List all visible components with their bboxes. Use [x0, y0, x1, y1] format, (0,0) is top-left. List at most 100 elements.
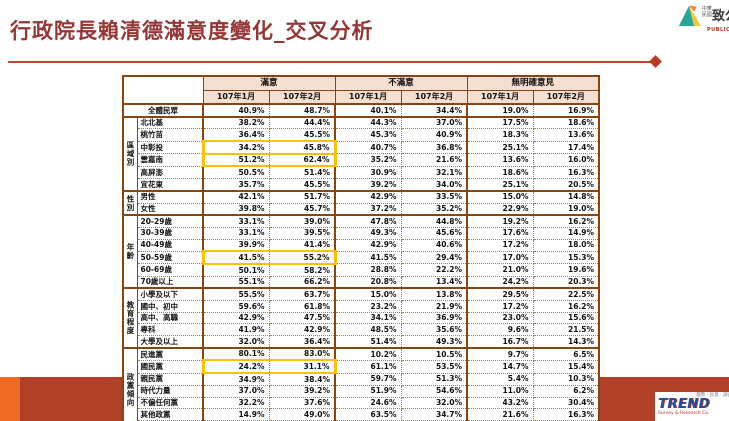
- table-row: 高屏澎 50.5% 51.4% 30.9% 32.1% 18.6% 16.3%: [123, 165, 600, 180]
- value-cell: 16.2%: [532, 214, 600, 228]
- org-logo-main-text: 致公: [711, 9, 729, 24]
- value-cell: 39.8%: [202, 202, 270, 216]
- table-row: 30-39歲 33.1% 39.5% 49.3% 45.6% 17.6% 14.9%: [123, 226, 600, 240]
- value-cell: 49.0%: [268, 408, 336, 421]
- value-cell: 44.4%: [268, 115, 336, 130]
- org-logo: 中華民國 致公 PUBLIC GOOD: [678, 2, 729, 36]
- crosstab: 滿意 不滿意 無明確意見 107年1月 107年2月 107年1月 107年2月 107年1月…: [122, 75, 601, 421]
- value-cell: 5.4%: [466, 372, 534, 386]
- value-cell: 48.7%: [268, 103, 336, 118]
- value-cell: 59.7%: [334, 372, 402, 386]
- overall-row: 全體民眾 40.9% 48.7% 40.1% 34.4% 19.0% 16.9%: [122, 103, 600, 118]
- value-cell: 40.7%: [334, 140, 402, 155]
- table-row: 年齡 20-29歲 33.1% 39.0% 47.8% 44.8% 19.2% 16.2%: [122, 214, 600, 289]
- value-cell: 23.2%: [334, 300, 402, 313]
- value-cell: 63.5%: [334, 408, 402, 421]
- value-cell: 25.1%: [466, 140, 534, 155]
- value-cell: 10.5%: [400, 346, 468, 361]
- value-cell: 54.6%: [400, 384, 468, 398]
- value-cell: 39.5%: [268, 226, 336, 240]
- row-label: 國民黨: [136, 359, 204, 374]
- month-header: 107年1月: [466, 90, 534, 105]
- value-cell: 40.1%: [334, 103, 402, 118]
- value-cell: 53.5%: [400, 359, 468, 374]
- value-cell: 48.5%: [334, 323, 402, 337]
- value-cell: 19.0%: [466, 103, 534, 118]
- bottom-orange-accent: [0, 377, 20, 421]
- value-cell: 14.7%: [466, 359, 534, 374]
- value-cell: 45.3%: [334, 128, 402, 142]
- value-cell: 21.6%: [466, 408, 534, 421]
- value-cell: 51.9%: [334, 384, 402, 398]
- value-cell: 55.1%: [202, 275, 270, 289]
- value-cell: 49.3%: [400, 335, 468, 349]
- value-cell: 34.2%: [201, 140, 270, 155]
- header-row: 滿意 不滿意 無明確意見: [122, 75, 600, 105]
- value-cell: 22.5%: [532, 287, 600, 302]
- value-cell: 83.0%: [268, 346, 336, 361]
- title-diamond-icon: [649, 55, 662, 68]
- value-cell: 34.4%: [400, 103, 468, 118]
- value-cell: 41.9%: [202, 323, 270, 337]
- value-cell: 11.0%: [466, 384, 534, 398]
- value-cell: 15.6%: [532, 311, 600, 325]
- row-label: 高中、高職: [136, 311, 204, 325]
- value-cell: 23.0%: [466, 311, 534, 325]
- row-label: 小學及以下: [136, 287, 204, 302]
- value-cell: 36.4%: [202, 128, 270, 142]
- value-cell: 21.9%: [400, 300, 468, 313]
- value-cell: 44.8%: [400, 214, 468, 228]
- row-label: 宜花東: [136, 178, 204, 192]
- value-cell: 61.1%: [334, 359, 402, 374]
- table-row: 親民黨 34.9% 38.4% 59.7% 51.3% 5.4% 10.3%: [123, 372, 600, 386]
- value-cell: 35.7%: [202, 178, 270, 192]
- table-row: 國中、初中 59.6% 61.8% 23.2% 21.9% 17.2% 16.2%: [123, 300, 600, 313]
- value-cell: 17.0%: [466, 250, 534, 265]
- value-cell: 42.9%: [202, 311, 270, 325]
- trend-logo-caption: Survey & Research Co.: [658, 411, 710, 416]
- value-cell: 18.6%: [466, 165, 534, 180]
- row-label: 高屏澎: [136, 165, 204, 180]
- value-cell: 58.2%: [268, 263, 336, 277]
- value-cell: 16.9%: [532, 103, 600, 118]
- value-cell: 45.7%: [268, 202, 336, 216]
- value-cell: 37.2%: [334, 202, 402, 216]
- page-title: 行政院長賴清德滿意度變化_交叉分析: [10, 19, 374, 43]
- table-row: 其他政黨 14.9% 49.0% 63.5% 34.7% 21.6% 16.3%: [123, 408, 600, 421]
- row-label: 時代力量: [136, 384, 204, 398]
- table-row: 雲嘉南 51.2% 62.4% 35.2% 21.6% 13.6% 16.0%: [123, 152, 600, 168]
- title-underline: [8, 61, 656, 63]
- value-cell: 37.6%: [268, 396, 336, 410]
- value-cell: 22.9%: [466, 202, 534, 216]
- value-cell: 41.5%: [334, 250, 402, 265]
- table-row: 教育程度 小學及以下 55.5% 63.7% 15.0% 13.8% 29.5% 22.5%: [122, 287, 600, 349]
- value-cell: 14.3%: [532, 335, 600, 349]
- value-cell: 15.3%: [532, 250, 600, 265]
- value-cell: 19.0%: [532, 202, 600, 216]
- value-cell: 51.3%: [400, 372, 468, 386]
- table-row: 大學及以上 32.0% 36.4% 51.4% 49.3% 16.7% 14.3%: [123, 335, 600, 349]
- month-header: 107年2月: [400, 90, 468, 105]
- value-cell: 33.1%: [202, 226, 270, 240]
- group-label: 教育程度: [122, 287, 138, 349]
- value-cell: 6.2%: [532, 384, 600, 398]
- value-cell: 19.6%: [532, 263, 600, 277]
- value-cell: 22.2%: [400, 263, 468, 277]
- value-cell: 28.8%: [334, 263, 402, 277]
- table-row: 時代力量 37.0% 39.2% 51.9% 54.6% 11.0% 6.2%: [123, 384, 600, 398]
- table-row: 60-69歲 50.1% 58.2% 28.8% 22.2% 21.0% 19.6%: [123, 263, 600, 277]
- row-label: 民進黨: [136, 346, 204, 361]
- table-row: 國民黨 24.2% 31.1% 61.1% 53.5% 14.7% 15.4%: [123, 359, 600, 375]
- value-cell: 51.2%: [201, 152, 270, 168]
- value-cell: 63.7%: [268, 287, 336, 302]
- value-cell: 39.2%: [268, 384, 336, 398]
- row-label: 30-39歲: [136, 226, 204, 240]
- value-cell: 16.3%: [532, 408, 600, 421]
- value-cell: 40.6%: [400, 238, 468, 252]
- month-header: 107年1月: [202, 90, 270, 105]
- value-cell: 35.6%: [400, 323, 468, 337]
- value-cell: 29.4%: [400, 250, 468, 265]
- group-label: 政黨傾向: [122, 346, 138, 421]
- value-cell: 31.1%: [268, 359, 337, 375]
- value-cell: 39.2%: [334, 178, 402, 192]
